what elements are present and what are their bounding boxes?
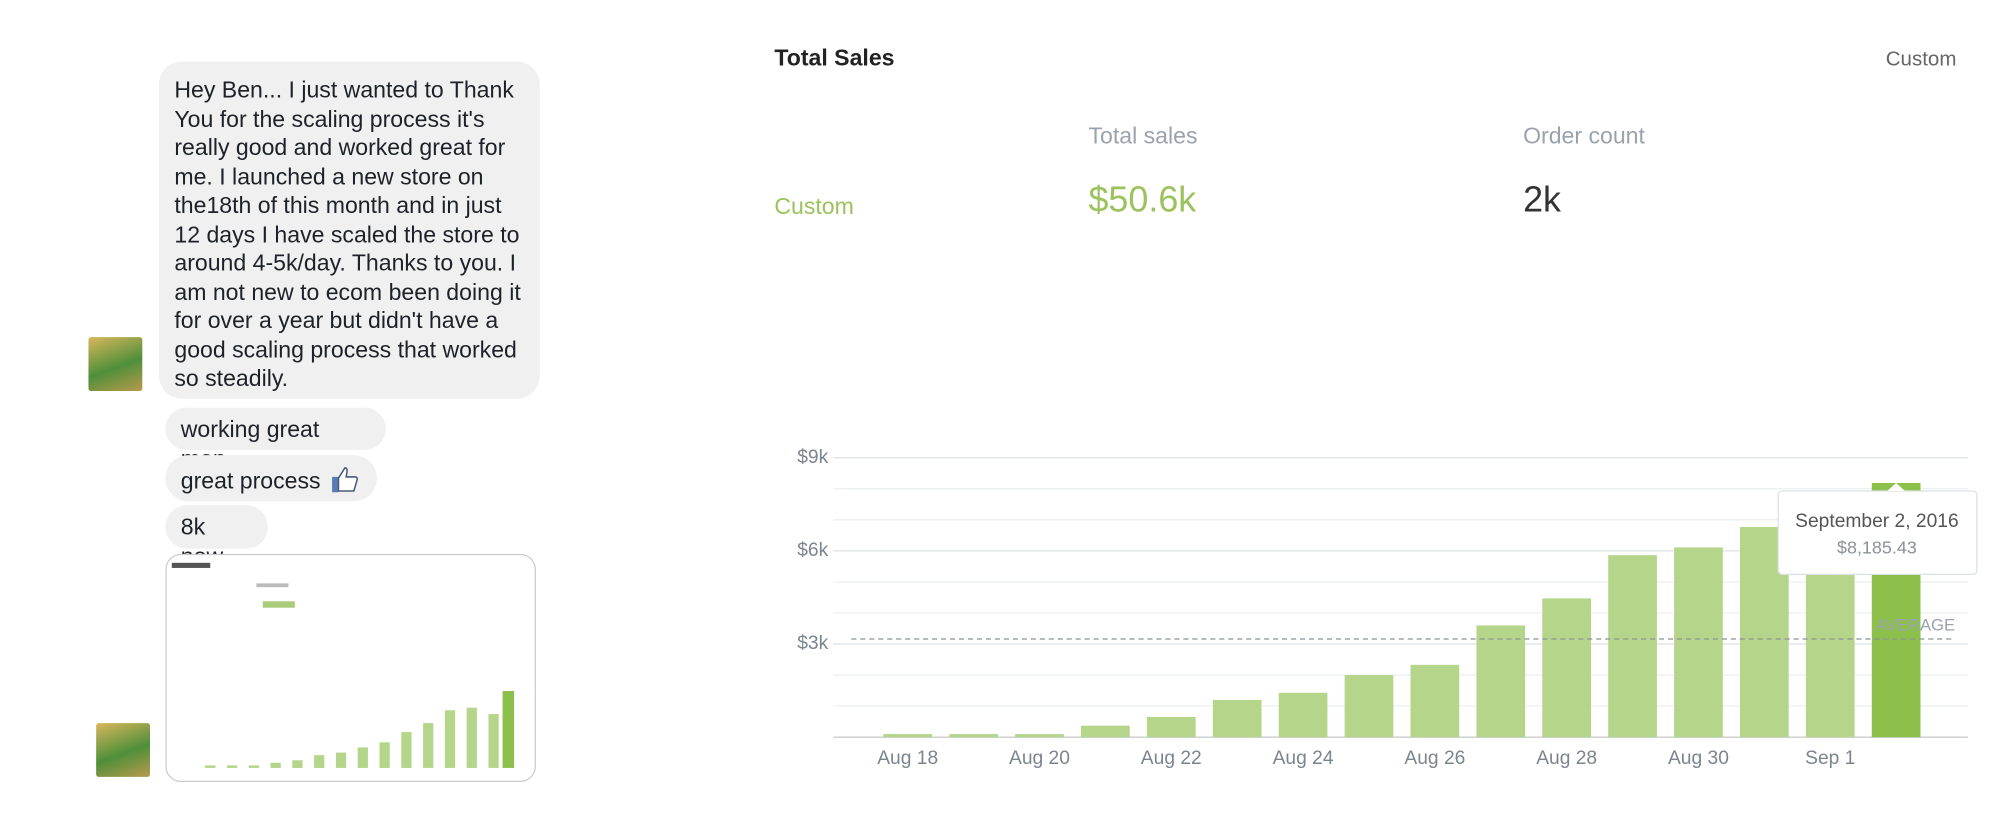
summary-label: Total sales [1088,123,1198,149]
bar [1212,699,1262,738]
tooltip-value: $8,185.43 [1837,537,1917,557]
summary-label: Order count [1523,123,1645,149]
bar [883,734,933,738]
summary-value: $50.6k [1088,179,1197,220]
x-tick-label: Sep 1 [1805,748,1855,769]
summary-value: 2k [1523,179,1561,220]
bar [1081,725,1130,738]
message: 8k now [165,505,268,569]
message-text: great process [180,467,321,494]
y-tick-label: $6k [797,540,828,561]
tooltip-box [1777,490,1978,575]
bar [949,734,998,738]
range-selector[interactable]: Custom [1885,48,1957,71]
bar [1410,664,1460,738]
x-tick-label: Aug 18 [877,748,938,769]
average-label: AVERAGE [1876,616,1955,635]
avatar [96,723,150,777]
bar [1674,547,1723,738]
x-tick-label: Aug 28 [1536,748,1597,769]
image-attachment [165,553,536,783]
bar [1146,716,1196,738]
bar [1542,598,1592,738]
x-tick-label: Aug 22 [1141,748,1202,769]
bar [1608,555,1657,738]
tooltip-pointer [1887,482,1906,492]
y-tick-label: $3k [797,633,828,654]
bar [1015,734,1064,738]
message: Hey Ben... I just wanted to Thank You fo… [158,61,540,399]
thumbnail [171,562,515,768]
x-tick-label: Aug 26 [1404,748,1465,769]
chart-title: Total Sales [774,44,895,71]
tooltip-title: September 2, 2016 [1795,511,1958,532]
bar [1476,625,1526,738]
x-tick-label: Aug 24 [1273,748,1334,769]
thumbs-up-icon [332,467,359,493]
x-tick-label: Aug 20 [1009,748,1070,769]
bar [1278,692,1328,738]
x-tick-label: Aug 30 [1668,748,1729,769]
avatar [88,337,143,392]
period-label: Custom [774,193,854,220]
bar [1344,675,1394,738]
y-tick-label: $9k [797,447,828,468]
message: great process [165,455,377,502]
